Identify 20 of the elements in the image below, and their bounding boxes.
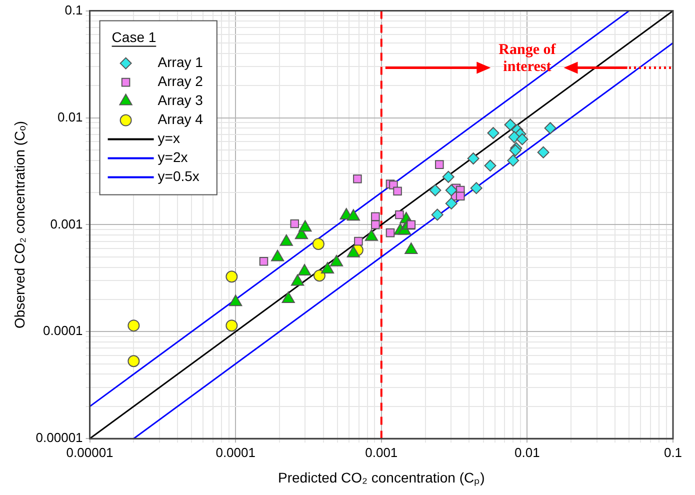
y-tick-label: 0.01 xyxy=(57,109,83,124)
x-tick-label: 0.0001 xyxy=(216,444,256,460)
y-tick-label: 0.00001 xyxy=(36,430,83,446)
legend-label: Array 2 xyxy=(158,73,204,90)
legend-label: Array 4 xyxy=(158,111,204,128)
annotation: Range of interest xyxy=(498,42,557,76)
legend-label: y=2x xyxy=(158,149,188,166)
legend-title: Case 1 xyxy=(112,29,156,46)
y-tick-label: 0.1 xyxy=(64,2,83,18)
legend-label: y=0.5x xyxy=(158,168,200,184)
legend-label: Array 3 xyxy=(158,92,204,108)
x-tick-label: 0.01 xyxy=(514,444,540,460)
x-axis-title: Predicted CO₂ concentration (Cₚ) xyxy=(278,469,485,486)
y-axis-title: Observed CO₂ concentration (Cₒ) xyxy=(11,120,28,328)
x-tick-label: 0.1 xyxy=(664,444,682,460)
y-tick-label: 0.001 xyxy=(50,216,83,232)
y-tick-label: 0.0001 xyxy=(43,323,83,338)
x-tick-label: 0.001 xyxy=(365,444,398,460)
legend-label: Array 1 xyxy=(158,54,204,70)
legend-label: y=x xyxy=(158,130,180,146)
